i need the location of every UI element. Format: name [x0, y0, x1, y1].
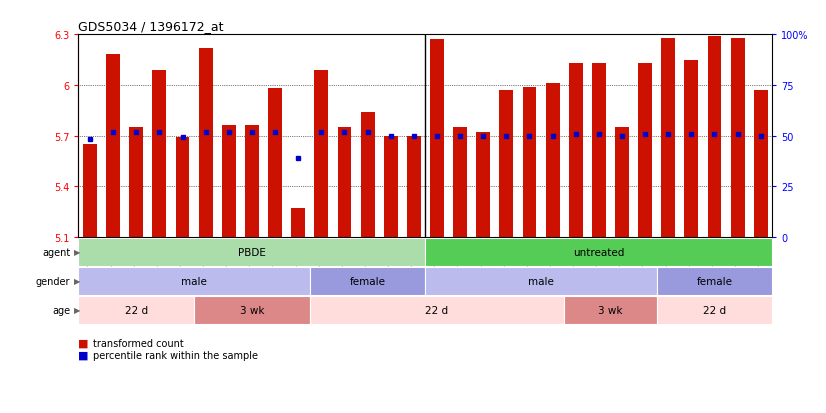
Bar [430, 40, 444, 237]
Text: agent: agent [42, 247, 70, 257]
Bar [222, 126, 235, 237]
Text: 22 d: 22 d [703, 305, 726, 315]
Bar [153, 71, 166, 237]
Text: female: female [696, 276, 733, 286]
Bar [78, 296, 194, 324]
Bar [78, 267, 310, 295]
Bar [615, 128, 629, 237]
Bar [310, 267, 425, 295]
Text: 3 wk: 3 wk [598, 305, 623, 315]
Bar [83, 145, 97, 237]
Bar [453, 128, 467, 237]
Text: male: male [181, 276, 207, 286]
Text: ■: ■ [78, 350, 89, 360]
Text: GDS5034 / 1396172_at: GDS5034 / 1396172_at [78, 19, 224, 33]
Bar [338, 128, 351, 237]
Bar [477, 133, 490, 237]
Bar [310, 296, 564, 324]
Text: gender: gender [36, 276, 70, 286]
Text: untreated: untreated [573, 247, 624, 257]
Bar [407, 136, 420, 237]
Bar [657, 267, 772, 295]
Text: ▶: ▶ [74, 277, 81, 286]
Text: 22 d: 22 d [425, 305, 449, 315]
Text: 3 wk: 3 wk [240, 305, 264, 315]
Bar [245, 126, 259, 237]
Bar [107, 55, 120, 237]
Text: ▶: ▶ [74, 248, 81, 257]
Text: 22 d: 22 d [125, 305, 148, 315]
Bar [268, 89, 282, 237]
Text: transformed count: transformed count [93, 338, 184, 348]
Bar [546, 84, 559, 237]
Bar [292, 209, 305, 237]
Bar [708, 37, 721, 237]
Text: ■: ■ [78, 338, 89, 348]
Text: male: male [528, 276, 554, 286]
Text: ▶: ▶ [74, 306, 81, 315]
Bar [592, 64, 605, 237]
Bar [657, 296, 772, 324]
Bar [384, 136, 397, 237]
Bar [199, 49, 212, 237]
Bar [78, 238, 425, 266]
Bar [638, 64, 652, 237]
Bar [176, 138, 189, 237]
Bar [194, 296, 310, 324]
Bar [361, 113, 374, 237]
Bar [500, 91, 513, 237]
Text: female: female [349, 276, 386, 286]
Bar [685, 60, 698, 237]
Bar [662, 38, 675, 237]
Bar [564, 296, 657, 324]
Bar [315, 71, 328, 237]
Bar [425, 267, 657, 295]
Bar [130, 128, 143, 237]
Bar [425, 238, 772, 266]
Bar [523, 88, 536, 237]
Bar [569, 64, 582, 237]
Text: PBDE: PBDE [238, 247, 266, 257]
Bar [731, 38, 744, 237]
Text: age: age [52, 305, 70, 315]
Text: percentile rank within the sample: percentile rank within the sample [93, 350, 259, 360]
Bar [754, 91, 767, 237]
